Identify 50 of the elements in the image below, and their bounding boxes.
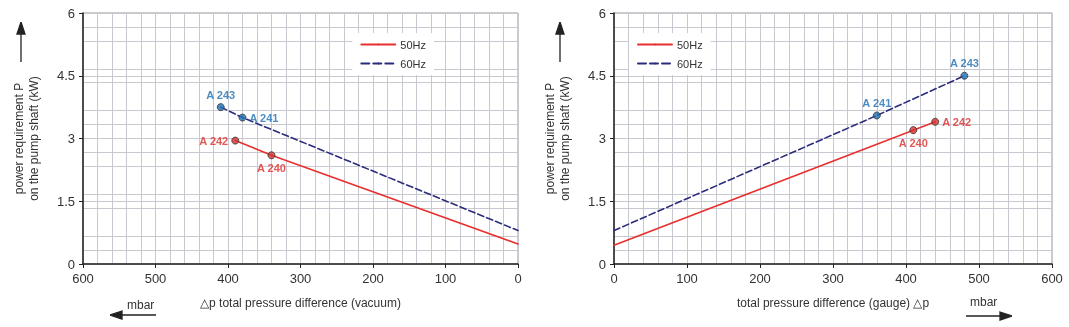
data-label: A 240 bbox=[257, 161, 286, 174]
y-tick-label: 0 bbox=[67, 256, 75, 272]
point bbox=[960, 71, 969, 80]
y-tick-label: 4.5 bbox=[587, 68, 606, 84]
x-tick-label: 400 bbox=[217, 271, 239, 286]
y-axis-title: power requirement P on the pump shaft (kW) bbox=[11, 76, 41, 201]
point bbox=[231, 136, 240, 145]
data-label: A 243 bbox=[206, 88, 236, 101]
x-axis-title: total pressure difference (gauge) △p bbox=[736, 296, 930, 310]
x-tick-label: 500 bbox=[144, 271, 167, 286]
x-tick-label: 600 bbox=[1041, 271, 1063, 286]
text: mbar bbox=[970, 295, 998, 309]
y-tick-label: 4.5 bbox=[56, 68, 75, 84]
text: mbar bbox=[127, 298, 155, 312]
data-label: A 243 bbox=[949, 57, 979, 70]
y-tick-label: 3 bbox=[598, 131, 606, 146]
x-tick-label: 400 bbox=[895, 271, 917, 286]
y-tick-label: 3 bbox=[67, 131, 75, 146]
point bbox=[931, 117, 940, 126]
data-label: A 241 bbox=[249, 111, 279, 124]
y-tick-label: 6 bbox=[598, 5, 606, 21]
y-tick-label: 1.5 bbox=[56, 193, 75, 209]
x-tick-label: 500 bbox=[968, 271, 990, 286]
x-tick-label: 300 bbox=[289, 271, 312, 286]
x-tick-label: 200 bbox=[749, 271, 771, 286]
point bbox=[872, 111, 881, 120]
y-tick-label: 6 bbox=[67, 5, 75, 21]
x-tick-label: 300 bbox=[822, 271, 844, 286]
x-axis-title: △p total pressure difference (vacuum) bbox=[200, 296, 401, 310]
point bbox=[267, 151, 276, 160]
x-tick-label: 0 bbox=[514, 271, 522, 286]
legend-label: 50Hz bbox=[400, 38, 427, 51]
x-tick-label: 100 bbox=[676, 271, 698, 286]
y-axis-title: power requirement P on the pump shaft (kW) bbox=[542, 76, 572, 201]
legend-label: 60Hz bbox=[677, 57, 703, 70]
x-tick-label: 100 bbox=[434, 271, 457, 286]
x-tick-label: 600 bbox=[72, 271, 94, 286]
data-label: A 241 bbox=[862, 96, 892, 109]
point bbox=[238, 113, 247, 122]
point bbox=[909, 126, 918, 135]
data-label: A 240 bbox=[898, 136, 928, 149]
point bbox=[216, 103, 225, 112]
data-label: A 242 bbox=[199, 134, 229, 147]
data-label: A 242 bbox=[942, 115, 972, 128]
x-tick-label: 0 bbox=[610, 271, 618, 286]
y-tick-label: 1.5 bbox=[587, 193, 606, 209]
y-tick-label: 0 bbox=[598, 256, 606, 272]
legend-label: 60Hz bbox=[400, 57, 427, 70]
x-tick-label: 200 bbox=[362, 271, 384, 286]
legend-label: 50Hz bbox=[677, 38, 703, 51]
